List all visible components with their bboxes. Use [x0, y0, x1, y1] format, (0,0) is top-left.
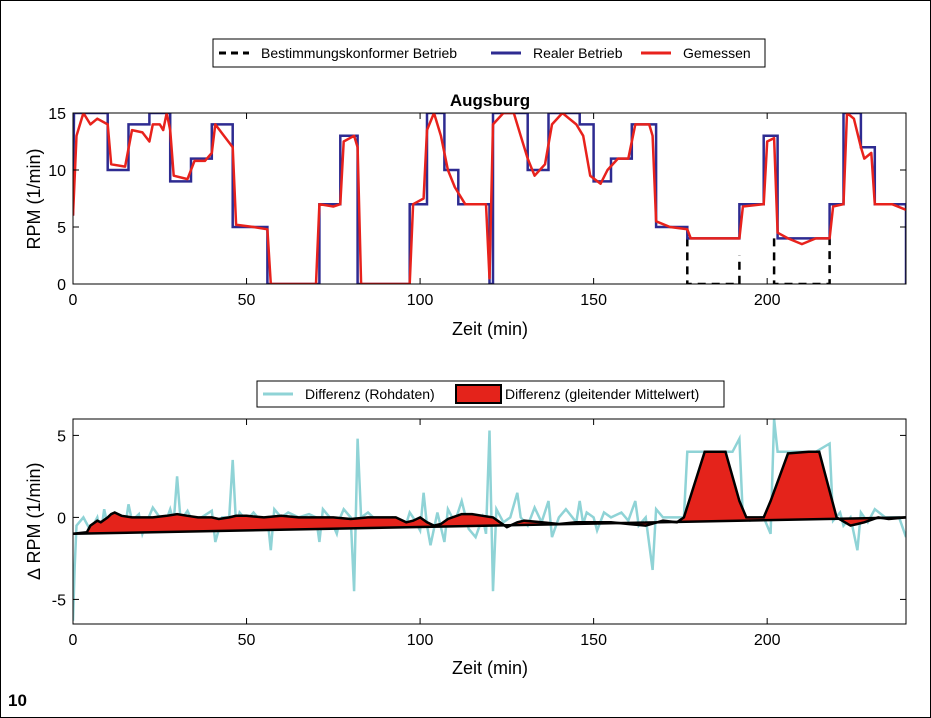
bottom-xtick-label: 100 [407, 632, 434, 649]
chart-top: Augsburg 0 50 100 150 200 0 5 10 15 Zeit (min) R… [24, 91, 907, 339]
bottom-ytick-label: 5 [57, 428, 66, 445]
top-ytick-label: 10 [48, 163, 66, 180]
top-xtick-label: 100 [407, 292, 434, 309]
y-axis-label-bottom: ∆ RPM (1/min) [24, 462, 44, 579]
legend-label-avg: Differenz (gleitender Mittelwert) [505, 386, 699, 402]
series-avg-diff-area [73, 451, 906, 534]
bottom-xtick-label: 50 [238, 632, 256, 649]
legend-label-real: Realer Betrieb [533, 45, 623, 61]
legend-label-raw: Differenz (Rohdaten) [305, 386, 435, 402]
bottom-xtick-label: 0 [69, 632, 78, 649]
bottom-xtick-label: 150 [580, 632, 607, 649]
x-axis-label-top: Zeit (min) [452, 319, 528, 339]
chart-bottom: 0 50 100 150 200 -5 0 5 Zeit (min) ∆ RPM (1/min… [24, 418, 907, 678]
top-series-group [73, 113, 906, 284]
series-avg-baseline-line [73, 516, 906, 536]
series-avg-diff-line [73, 450, 906, 536]
top-ytick-label: 5 [57, 220, 66, 237]
chart-top-title: Augsburg [450, 91, 530, 110]
series-measured-line [73, 113, 906, 284]
legend-top-box [212, 38, 766, 68]
bottom-series-group [73, 419, 906, 621]
bottom-ytick-label: 0 [57, 510, 66, 527]
bottom-ytick-label: -5 [52, 592, 66, 609]
legend-top: Bestimmungskonformer Betrieb Realer Betr… [212, 38, 766, 68]
top-xtick-label: 150 [580, 292, 607, 309]
figure-number: 10 [8, 691, 27, 710]
series-real-line [73, 113, 906, 284]
top-xtick-label: 0 [69, 292, 78, 309]
legend-bottom: Differenz (Rohdaten) Differenz (gleitend… [256, 380, 725, 408]
top-ytick-label: 15 [48, 106, 66, 123]
top-xtick-label: 200 [754, 292, 781, 309]
plot-frame-top [72, 112, 907, 285]
y-axis-label-top: RPM (1/min) [24, 148, 44, 249]
top-xtick-label: 50 [238, 292, 256, 309]
plot-frame-bottom [72, 418, 907, 625]
legend-label-measured: Gemessen [683, 45, 751, 61]
legend-swatch-avg [455, 384, 502, 404]
top-ytick-label: 0 [57, 277, 66, 294]
x-axis-label-bottom: Zeit (min) [452, 658, 528, 678]
bottom-xtick-label: 200 [754, 632, 781, 649]
legend-label-nominal: Bestimmungskonformer Betrieb [261, 45, 457, 61]
